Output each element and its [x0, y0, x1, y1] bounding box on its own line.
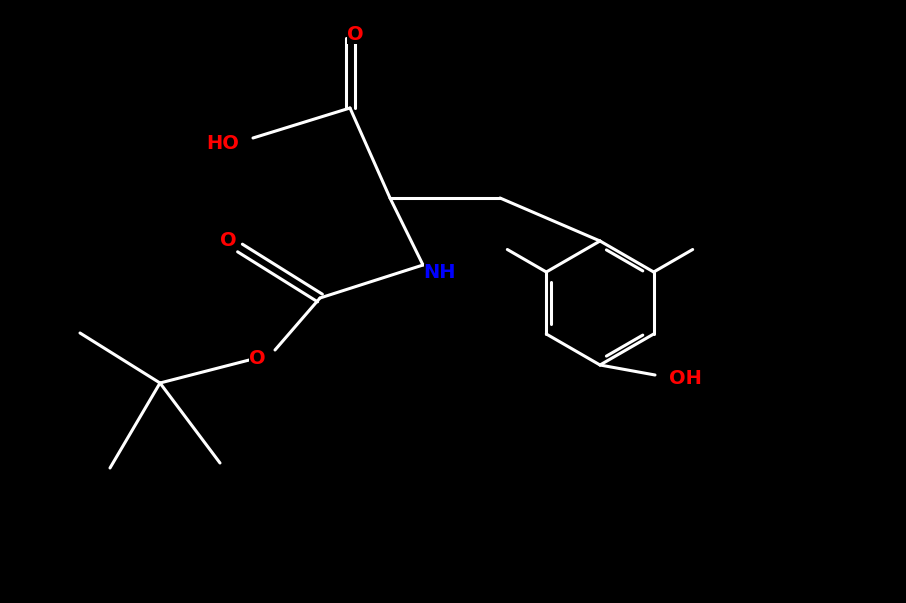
Text: O: O	[248, 349, 265, 367]
Text: HO: HO	[207, 133, 239, 153]
Text: O: O	[219, 230, 236, 250]
Text: O: O	[347, 25, 363, 43]
Text: OH: OH	[669, 368, 701, 388]
Text: NH: NH	[424, 264, 457, 282]
